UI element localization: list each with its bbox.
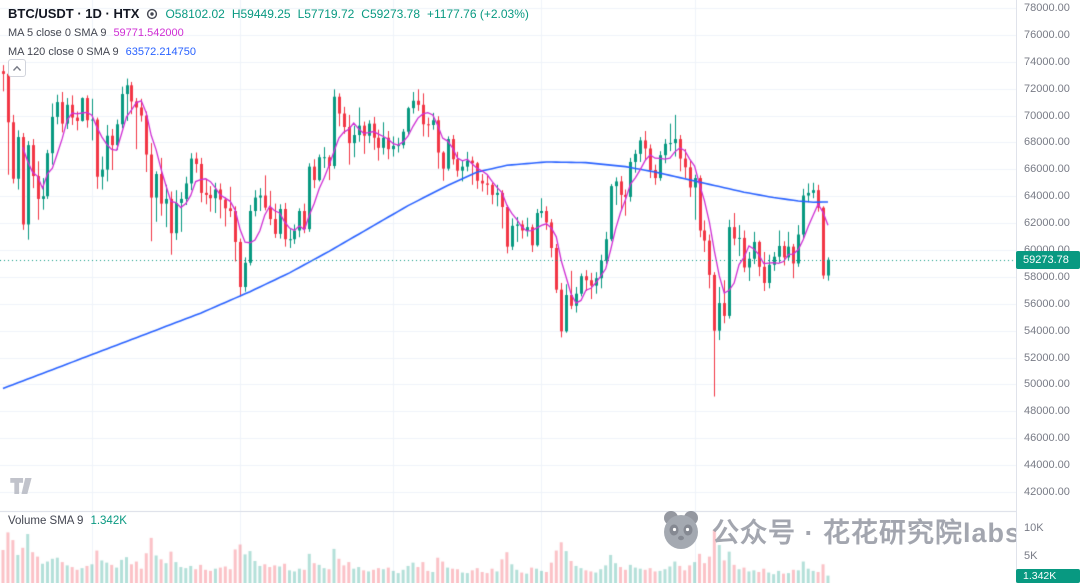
ma5-legend-row[interactable]: MA 5 close 0 SMA 9 59771.542000 xyxy=(8,23,529,42)
last-volume-badge: 1.342K xyxy=(1016,569,1080,583)
price-axis-label: 70000.00 xyxy=(1024,109,1070,122)
change-value: +1177.76 (+2.03%) xyxy=(427,6,529,21)
volume-axis-label: 10K xyxy=(1024,522,1044,534)
price-axis-label: 52000.00 xyxy=(1024,351,1070,364)
price-axis-label: 48000.00 xyxy=(1024,405,1070,418)
price-axis-label: 72000.00 xyxy=(1024,82,1070,95)
volume-value: 1.342K xyxy=(90,515,127,527)
price-axis-label: 66000.00 xyxy=(1024,163,1070,176)
chart-legend: BTC/USDT · 1D · HTX O58102.02 H59449.25 … xyxy=(8,4,529,61)
close-value: C59273.78 xyxy=(361,6,421,21)
price-axis-label: 78000.00 xyxy=(1024,2,1070,14)
symbol-title[interactable]: BTC/USDT · 1D · HTX xyxy=(8,6,140,21)
exchange-logo-icon xyxy=(146,8,158,20)
ma120-legend-row[interactable]: MA 120 close 0 SMA 9 63572.214750 xyxy=(8,42,529,61)
price-axis-label: 56000.00 xyxy=(1024,297,1070,310)
ma120-value: 63572.214750 xyxy=(125,45,197,58)
ma120-label: MA 120 close 0 SMA 9 xyxy=(8,45,119,58)
ma5-label: MA 5 close 0 SMA 9 xyxy=(8,26,107,39)
price-axis-label: 64000.00 xyxy=(1024,190,1070,203)
open-value: O58102.02 xyxy=(165,6,225,21)
ohlc-values: O58102.02 H59449.25 L57719.72 C59273.78 … xyxy=(165,7,528,21)
volume-axis-label: 5K xyxy=(1024,549,1038,562)
price-axis-label: 50000.00 xyxy=(1024,378,1070,391)
tradingview-logo[interactable] xyxy=(10,478,34,499)
price-axis-label: 68000.00 xyxy=(1024,136,1070,149)
high-value: H59449.25 xyxy=(231,6,291,21)
price-axis-label: 42000.00 xyxy=(1024,486,1070,498)
price-axis-label: 54000.00 xyxy=(1024,324,1070,337)
price-axis-label: 74000.00 xyxy=(1024,55,1070,68)
symbol-legend-row: BTC/USDT · 1D · HTX O58102.02 H59449.25 … xyxy=(8,4,529,23)
last-price-value: 59273.78 xyxy=(1023,253,1069,266)
last-volume-value: 1.342K xyxy=(1023,570,1057,582)
price-axis-label: 44000.00 xyxy=(1024,459,1070,472)
price-axis-label: 76000.00 xyxy=(1024,28,1070,41)
low-value: L57719.72 xyxy=(297,6,355,21)
price-axis[interactable]: 78000.00 76000.00 74000.00 72000.00 70000.00… xyxy=(1016,0,1080,583)
ma5-value: 59771.542000 xyxy=(113,26,184,39)
pane-separator[interactable] xyxy=(0,511,1080,512)
volume-label: Volume SMA 9 xyxy=(8,515,84,527)
last-price-badge: 59273.78 xyxy=(1016,250,1080,269)
price-axis-label: 62000.00 xyxy=(1024,217,1070,230)
price-axis-label: 46000.00 xyxy=(1024,432,1070,445)
chevron-up-icon xyxy=(12,65,22,72)
volume-legend-row[interactable]: Volume SMA 9 1.342K xyxy=(8,515,127,527)
collapse-indicators-button[interactable] xyxy=(8,59,26,77)
price-axis-label: 58000.00 xyxy=(1024,270,1070,283)
